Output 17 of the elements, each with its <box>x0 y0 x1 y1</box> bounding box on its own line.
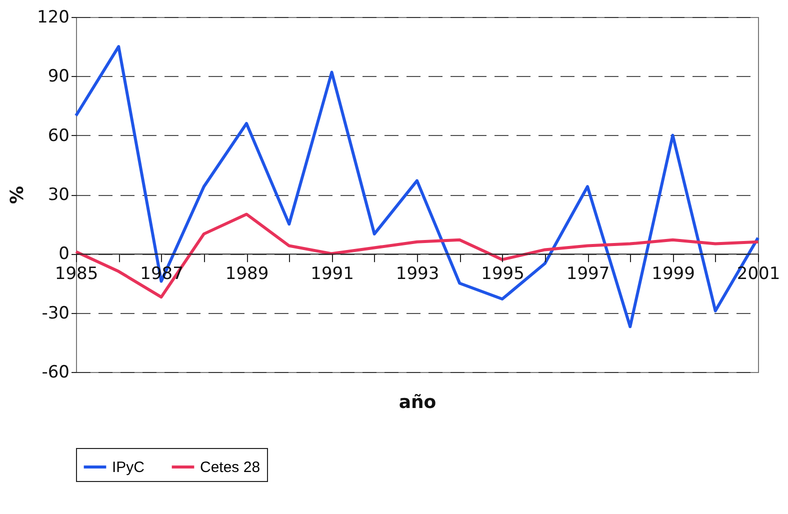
y-tick-label: 60 <box>48 126 70 146</box>
y-tick-label: -60 <box>42 362 70 382</box>
y-tick-label: 120 <box>37 8 70 28</box>
legend-label: Cetes 28 <box>200 459 260 476</box>
x-tick-label: 1991 <box>310 264 354 284</box>
y-tick-label: -30 <box>42 303 70 324</box>
y-tick-label: 90 <box>48 66 70 87</box>
x-tick-label: 1989 <box>225 264 269 284</box>
y-tick-label: 30 <box>48 185 70 205</box>
y-axis-title: % <box>7 186 28 204</box>
x-tick-label: 1997 <box>566 264 610 284</box>
x-tick-label: 1995 <box>481 264 524 284</box>
x-tick-label: 1999 <box>652 264 695 284</box>
legend-label: IPyC <box>112 459 145 476</box>
x-tick-label: 1993 <box>396 264 440 284</box>
y-tick-label: 0 <box>58 244 70 264</box>
x-axis-title: año <box>398 392 436 414</box>
